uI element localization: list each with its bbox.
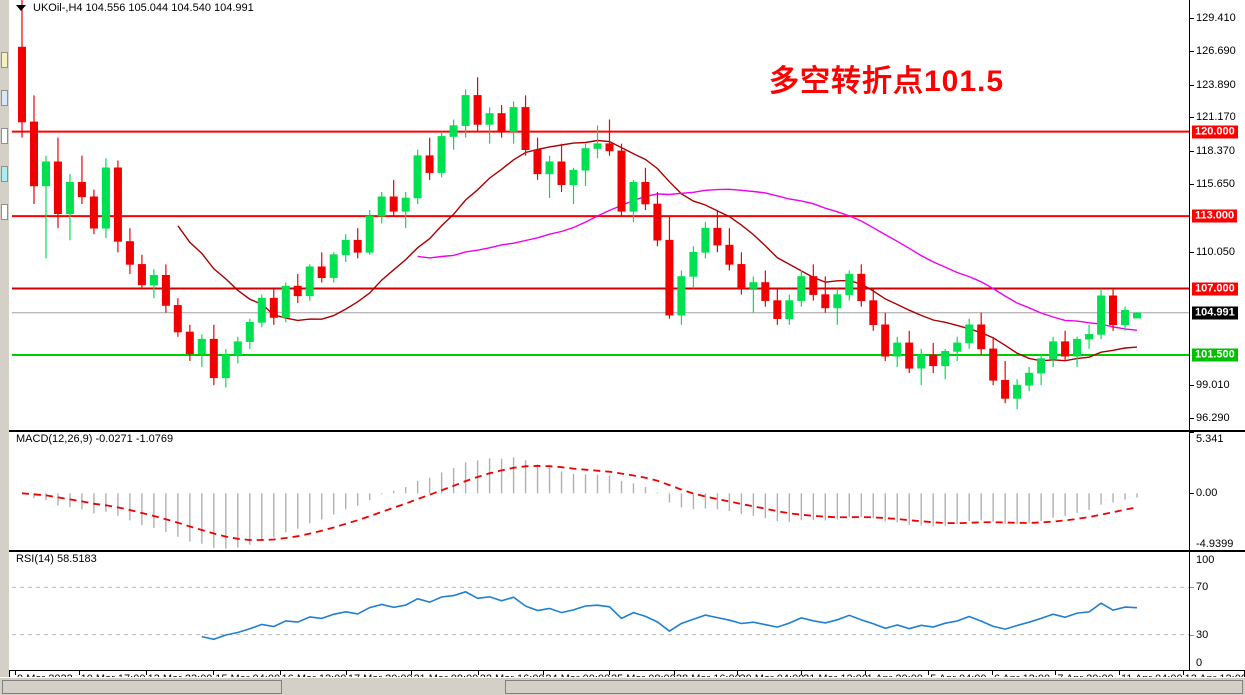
time-axis-tick — [928, 671, 930, 675]
time-axis-tick — [1119, 671, 1120, 675]
rail-swatch-2[interactable] — [1, 128, 8, 144]
macd-plot-area[interactable] — [12, 432, 1189, 550]
macd-title-label: MACD(12,26,9) -0.0271 -1.0769 — [14, 433, 176, 445]
time-axis-tick — [1182, 671, 1184, 675]
price-level-tag-113-000[interactable]: 113.000 — [1192, 209, 1238, 223]
price-axis-label: 121.170 — [1196, 111, 1236, 124]
time-axis-tick — [411, 671, 413, 675]
rsi-indicator-panel[interactable]: 100 70 30 0 RSI(14) 58.5183 — [9, 551, 1245, 671]
price-axis-tick — [1190, 417, 1194, 419]
rsi-svg — [12, 586, 1189, 641]
time-axis-tick — [279, 671, 281, 675]
rsi-axis-tick — [1190, 634, 1194, 636]
rsi-plot-area[interactable] — [12, 552, 1189, 670]
price-axis-tick — [1190, 151, 1194, 153]
price-axis-tick — [1190, 17, 1194, 19]
price-axis-tick — [1190, 84, 1194, 86]
time-axis-tick — [145, 671, 147, 675]
price-axis-label: 118.370 — [1196, 145, 1235, 158]
price-chart-panel[interactable]: 129.410 126.690 123.890 121.170 118.370 115.6… — [9, 0, 1245, 431]
time-axis-tick — [608, 671, 610, 675]
price-axis-label: 123.890 — [1196, 78, 1236, 91]
time-axis-tick — [737, 671, 739, 675]
macd-axis-tick — [1190, 432, 1194, 433]
rsi-title-label: RSI(14) 58.5183 — [14, 553, 99, 565]
rsi-axis[interactable]: 100 70 30 0 — [1189, 552, 1245, 670]
price-axis-label: 115.650 — [1196, 178, 1235, 191]
price-axis-tick — [1190, 184, 1194, 186]
rail-swatch-0[interactable] — [1, 52, 8, 68]
time-axis-tick — [543, 671, 545, 675]
macd-axis-label: 0.00 — [1196, 487, 1218, 500]
time-axis-tick — [15, 671, 17, 675]
triangle-down-icon[interactable] — [16, 5, 26, 11]
time-axis-tick — [78, 671, 80, 675]
time-axis-tick — [477, 671, 479, 675]
time-axis-tick — [991, 671, 993, 675]
macd-axis-label: 5.341 — [1196, 433, 1224, 445]
status-tab-slot-2[interactable] — [505, 680, 1243, 694]
price-axis-tick — [1190, 251, 1194, 253]
time-axis-tick — [345, 671, 347, 675]
price-axis-label: 126.690 — [1196, 44, 1236, 57]
status-tab-slot-1[interactable] — [2, 680, 282, 694]
rsi-axis-label: 100 — [1196, 554, 1215, 566]
price-candlestick-svg — [12, 0, 1189, 410]
rsi-axis-label: 30 — [1196, 628, 1209, 641]
macd-axis[interactable]: 5.341 0.00 -4.9399 — [1189, 432, 1245, 551]
rail-swatch-4[interactable] — [1, 204, 8, 220]
price-axis-label: 110.050 — [1196, 245, 1235, 258]
time-axis-tick — [1055, 671, 1057, 675]
time-axis-tick — [864, 671, 866, 675]
rsi-axis-label: 70 — [1196, 581, 1209, 594]
price-axis[interactable]: 129.410 126.690 123.890 121.170 118.370 115.6… — [1189, 0, 1245, 430]
price-axis-tick — [1190, 50, 1194, 52]
chart-annotation-text: 多空转折点101.5 — [769, 65, 1005, 98]
price-level-tag-101-500[interactable]: 101.500 — [1192, 348, 1238, 362]
price-axis-label: 96.290 — [1196, 411, 1230, 424]
price-level-tag-104-991[interactable]: 104.991 — [1192, 306, 1238, 320]
macd-axis-label: -4.9399 — [1196, 538, 1234, 550]
time-axis-tick — [801, 671, 803, 675]
price-axis-label: 99.010 — [1196, 379, 1230, 391]
price-axis-tick — [1190, 117, 1194, 119]
symbol-header-label: UKOil-,H4 104.556 105.044 104.540 104.99… — [33, 2, 254, 14]
price-level-tag-120-000[interactable]: 120.000 — [1192, 125, 1238, 139]
rail-swatch-3[interactable] — [1, 166, 8, 182]
price-axis-label: 129.410 — [1196, 11, 1236, 24]
rail-swatch-1[interactable] — [1, 90, 8, 106]
status-bar[interactable] — [0, 677, 1245, 695]
price-plot-area[interactable] — [12, 0, 1189, 430]
macd-svg — [21, 457, 1138, 549]
macd-axis-tick — [1190, 493, 1194, 495]
time-axis-tick — [213, 671, 215, 675]
macd-axis-tick — [1190, 550, 1194, 551]
price-level-tag-107-000[interactable]: 107.000 — [1192, 282, 1238, 296]
rsi-axis-tick — [1190, 587, 1194, 589]
rsi-axis-label: 0 — [1196, 657, 1203, 669]
macd-indicator-panel[interactable]: 5.341 0.00 -4.9399 MACD(12,26,9) -0.0271 -… — [9, 431, 1245, 551]
price-axis-tick — [1190, 385, 1194, 386]
time-axis-tick — [673, 671, 675, 675]
